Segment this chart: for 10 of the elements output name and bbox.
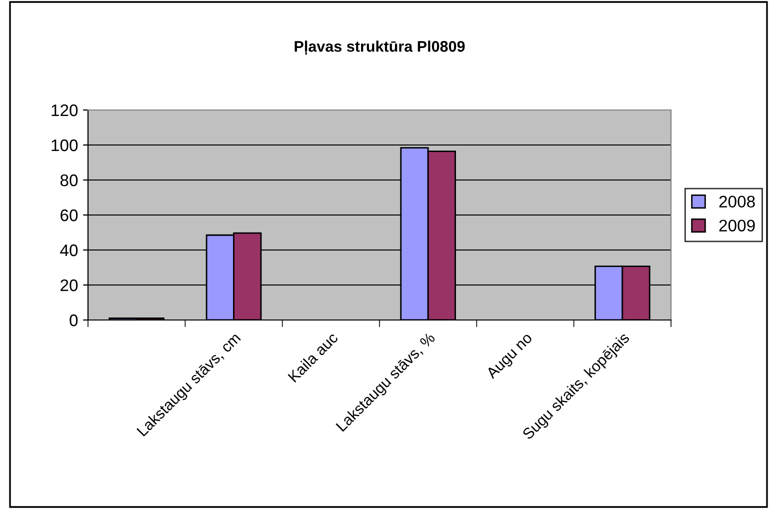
legend-label: 2008 xyxy=(719,196,755,208)
legend-label: 2009 xyxy=(719,220,755,232)
y-tick-label: 20 xyxy=(60,279,78,292)
y-tick-label: 80 xyxy=(60,174,78,186)
y-tick-label: 0 xyxy=(70,314,78,326)
y-tick-label: 120 xyxy=(52,104,78,116)
y-tick-label: 100 xyxy=(52,139,78,152)
y-tick-label: 40 xyxy=(60,244,78,256)
y-tick-label: 60 xyxy=(60,209,78,222)
chart-title: Pļavas struktūra Pl0809 xyxy=(294,40,465,56)
